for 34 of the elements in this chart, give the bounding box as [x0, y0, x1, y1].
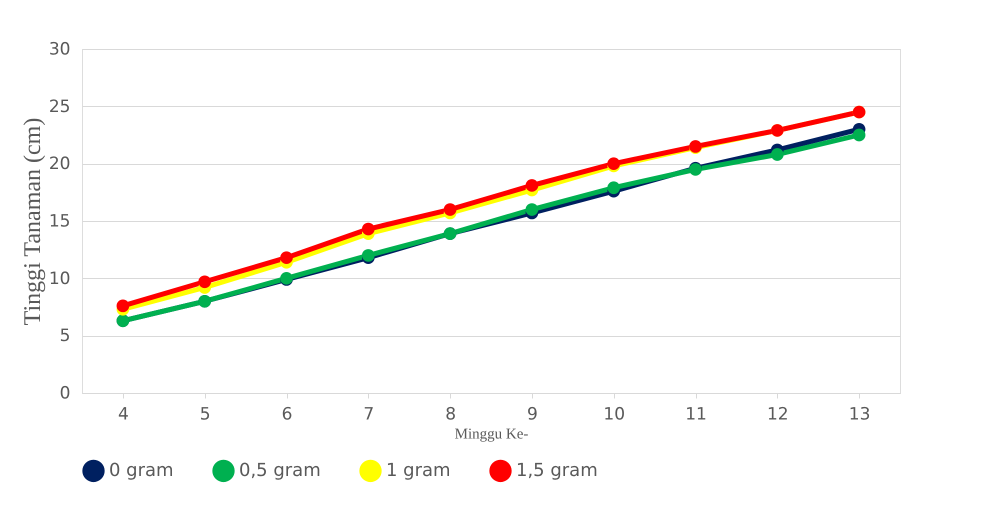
point [852, 128, 866, 142]
x-tick-label: 9 [526, 404, 538, 424]
y-tick-label: 5 [60, 326, 70, 346]
x-tick-label: 8 [445, 404, 456, 424]
x-tick-label: 7 [363, 404, 374, 424]
x-tick-label: 4 [118, 404, 129, 424]
y-tick-label: 10 [48, 268, 70, 289]
x-tick-label: 10 [603, 404, 626, 424]
legend-label: 0,5 gram [239, 460, 321, 481]
point [607, 181, 620, 194]
y-axis-title: Tinggi Tanaman (cm) [20, 118, 46, 326]
x-tick-label: 6 [282, 404, 292, 424]
x-tick-label: 5 [200, 404, 211, 424]
point [607, 157, 620, 170]
point [362, 222, 375, 236]
y-tick-label: 15 [48, 212, 70, 232]
point [526, 179, 538, 192]
y-tick-label: 0 [60, 384, 70, 404]
x-tick-label: 12 [766, 404, 789, 424]
legend-label: 1,5 gram [516, 460, 598, 481]
y-tick-label: 20 [48, 154, 70, 174]
y-tick-label: 30 [48, 40, 70, 60]
y-tick-label: 25 [48, 96, 70, 117]
point [116, 300, 130, 312]
legend-label: 1 gram [386, 460, 451, 481]
x-tick-label: 11 [685, 404, 707, 424]
point [526, 203, 538, 216]
point [770, 148, 784, 161]
x-axis-title: Minggu Ke- [454, 426, 528, 442]
x-tick-label: 13 [848, 404, 870, 424]
legend-label: 0 gram [109, 460, 174, 481]
point [198, 275, 212, 288]
point [444, 203, 456, 216]
point [280, 251, 293, 264]
